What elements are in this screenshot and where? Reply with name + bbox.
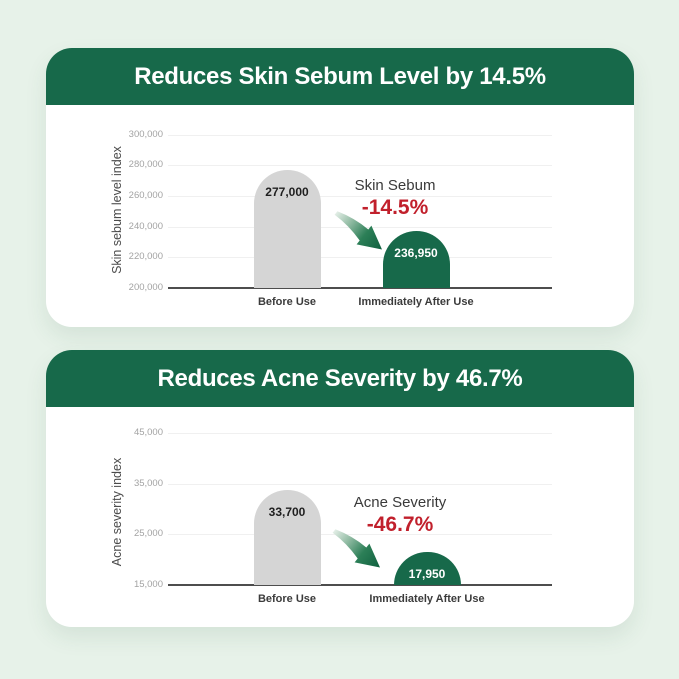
y-tick-label: 260,000 bbox=[128, 189, 163, 201]
acne-annotation-label: Acne Severity bbox=[353, 494, 447, 511]
sebum-annotation-change: -14.5% bbox=[361, 196, 429, 219]
gridline bbox=[168, 257, 552, 259]
acne-annotation: Acne Severity -46.7% bbox=[325, 494, 475, 536]
decrease-arrow-icon bbox=[334, 211, 382, 250]
x-axis-line bbox=[168, 287, 552, 289]
bar-immediately-after-use bbox=[382, 231, 450, 288]
bar-value-label: 17,950 bbox=[408, 566, 446, 581]
bar-before-use bbox=[253, 169, 321, 288]
sebum-card-header: Reduces Skin Sebum Level by 14.5% bbox=[46, 48, 634, 105]
acne-chart-card: Reduces Acne Severity by 46.7% Acne seve… bbox=[46, 350, 634, 627]
gridline bbox=[168, 483, 552, 485]
gridline bbox=[168, 165, 552, 167]
y-tick-label: 35,000 bbox=[133, 477, 163, 489]
y-tick-label: 45,000 bbox=[133, 427, 163, 438]
acne-card-title: Reduces Acne Severity by 46.7% bbox=[157, 364, 523, 392]
sebum-chart-card: Reduces Skin Sebum Level by 14.5% Skin s… bbox=[46, 48, 634, 327]
y-tick-label: 25,000 bbox=[133, 528, 163, 540]
acne-card-body: Acne severity index 45,000 35,000 25,000 15… bbox=[46, 407, 634, 627]
acne-annotation-change: -46.7% bbox=[366, 513, 434, 536]
sebum-chart-plot: 300,000 280,000 260,000 240,000 220,000 200,0… bbox=[46, 105, 634, 327]
gridline bbox=[168, 195, 552, 197]
y-tick-label: 300,000 bbox=[128, 128, 163, 140]
decrease-arrow-icon bbox=[332, 529, 380, 568]
gridline bbox=[168, 534, 552, 536]
gridline bbox=[168, 134, 552, 136]
y-tick-label: 200,000 bbox=[128, 282, 163, 293]
acne-chart-plot: 45,000 35,000 25,000 15,000 33,700 Before Use… bbox=[46, 407, 634, 627]
acne-card-header: Reduces Acne Severity by 46.7% bbox=[46, 350, 634, 407]
y-tick-label: 240,000 bbox=[128, 220, 163, 232]
sebum-card-body: Skin sebum level index 300,000 280,000 260… bbox=[46, 105, 634, 327]
y-tick-label: 15,000 bbox=[133, 579, 163, 590]
bar-value-label: 236,950 bbox=[394, 246, 438, 261]
x-category-label: Before Use bbox=[257, 593, 317, 605]
x-category-label: Immediately After Use bbox=[369, 593, 485, 605]
sebum-annotation-label: Skin Sebum bbox=[354, 177, 436, 194]
sebum-annotation: Skin Sebum -14.5% bbox=[320, 177, 470, 219]
gridline bbox=[168, 433, 552, 434]
y-tick-label: 280,000 bbox=[128, 159, 163, 171]
bar-value-label: 33,700 bbox=[268, 505, 306, 520]
x-axis-line bbox=[168, 584, 552, 586]
bar-before-use bbox=[253, 490, 321, 585]
bar-value-label: 277,000 bbox=[265, 184, 309, 199]
sebum-card-title: Reduces Skin Sebum Level by 14.5% bbox=[134, 62, 546, 90]
x-category-label: Before Use bbox=[257, 296, 317, 308]
y-tick-label: 220,000 bbox=[128, 251, 163, 263]
x-category-label: Immediately After Use bbox=[358, 296, 474, 308]
